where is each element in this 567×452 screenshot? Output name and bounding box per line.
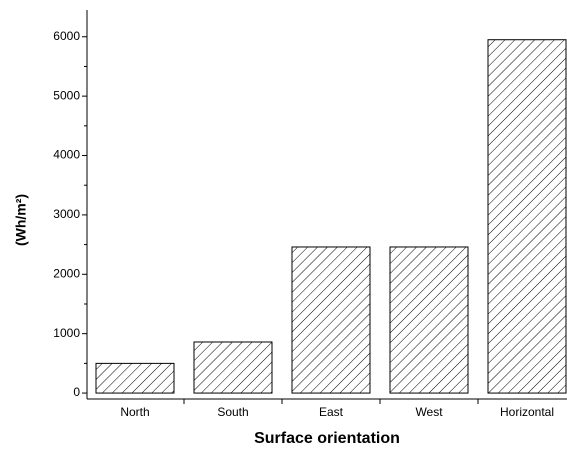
y-axis-title: (Wh/m²) [13, 194, 29, 246]
y-tick-label: 0 [73, 385, 80, 399]
bar [291, 246, 371, 394]
y-tick-label: 2000 [53, 266, 80, 280]
y-tick-label: 4000 [53, 148, 80, 162]
x-axis-title: Surface orientation [254, 430, 400, 447]
x-tick-label: West [415, 405, 443, 419]
x-tick-label: South [217, 405, 248, 419]
bar [95, 362, 175, 394]
y-tick-label: 5000 [53, 88, 80, 102]
bar [487, 39, 567, 394]
bar [389, 246, 469, 394]
x-tick-label: North [120, 405, 149, 419]
bar [193, 341, 273, 394]
y-tick-label: 3000 [53, 207, 80, 221]
x-tick-label: Horizontal [500, 405, 554, 419]
y-tick-label: 1000 [53, 326, 80, 340]
y-tick-label: 6000 [53, 29, 80, 43]
x-tick-label: East [319, 405, 344, 419]
